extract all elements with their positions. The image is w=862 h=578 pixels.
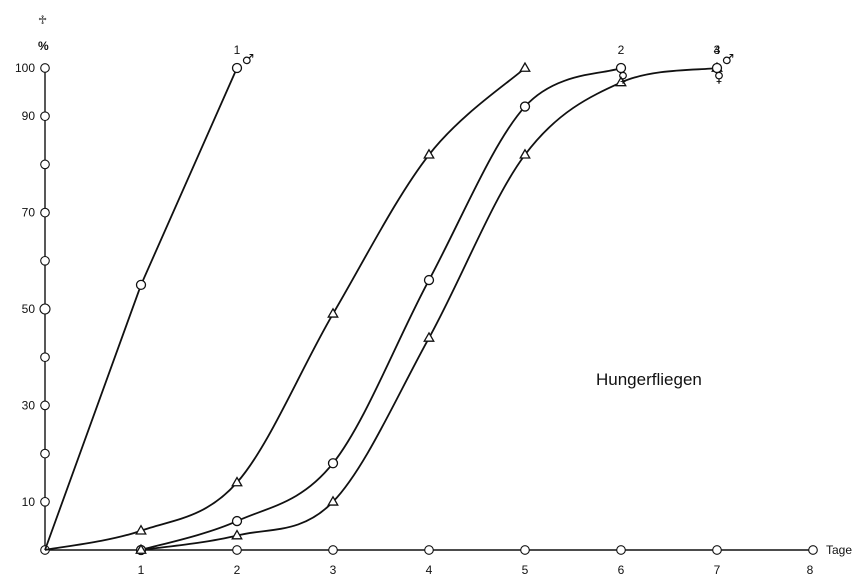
- y-tick-label: 30: [22, 398, 36, 412]
- x-tick-label: 4: [426, 563, 433, 577]
- circle-marker: [135, 279, 147, 291]
- data-markers: [135, 61, 723, 556]
- series-line: [44, 67, 238, 551]
- y-axis-marker: [40, 496, 50, 507]
- circle-marker: [519, 101, 531, 112]
- series-line: [44, 67, 526, 551]
- triangle-marker: [519, 148, 531, 159]
- circle-marker: [327, 458, 339, 469]
- y-tick-label: 10: [22, 495, 36, 509]
- x-tick-label: 1: [138, 563, 145, 577]
- y-axis-symbol: ♱: [38, 13, 47, 27]
- y-axis-marker: [40, 255, 50, 266]
- triangle-marker: [231, 529, 243, 540]
- male-symbol: ♂: [242, 52, 255, 68]
- y-axis-marker: [40, 352, 50, 363]
- y-axis-marker: [40, 207, 50, 218]
- curve-number-label: 4: [714, 43, 721, 57]
- triangle-marker: [327, 307, 339, 318]
- female-symbol: ♀: [714, 70, 724, 86]
- y-axis-label: %: [38, 39, 49, 53]
- series-lines: [44, 67, 718, 551]
- series-line: [140, 67, 718, 551]
- x-axis-marker: [424, 545, 434, 555]
- chart-annotation: Hungerfliegen: [596, 370, 702, 389]
- circle-marker: [711, 62, 723, 74]
- y-tick-label: 70: [22, 206, 36, 220]
- curve-number-label: 1: [234, 43, 241, 57]
- triangle-marker: [327, 495, 339, 506]
- triangle-marker: [615, 76, 627, 87]
- triangle-marker: [135, 524, 147, 535]
- x-axis-marker: [328, 545, 338, 555]
- curve-number-label: 2: [618, 43, 625, 57]
- axes: [39, 63, 818, 555]
- x-axis-marker: [808, 545, 818, 555]
- series-line: [140, 67, 622, 551]
- curve-number-label: 3: [714, 43, 721, 57]
- circle-marker: [423, 274, 435, 286]
- x-tick-label: 8: [807, 563, 814, 577]
- x-tick-label: 2: [234, 563, 241, 577]
- x-tick-label: 6: [618, 563, 625, 577]
- x-axis-marker: [232, 545, 242, 555]
- y-tick-label: 90: [22, 109, 36, 123]
- triangle-marker: [231, 476, 243, 487]
- female-symbol: ♀: [618, 70, 628, 86]
- triangle-marker: [135, 543, 147, 554]
- triangle-marker: [423, 331, 435, 342]
- x-axis-marker: [520, 545, 530, 555]
- x-tick-label: 3: [330, 563, 337, 577]
- x-tick-label: 7: [714, 563, 721, 577]
- x-tick-label: 5: [522, 563, 529, 577]
- x-axis-label: Tage: [826, 543, 852, 557]
- y-axis-marker: [40, 400, 50, 411]
- circle-marker: [231, 515, 243, 527]
- circle-marker: [615, 62, 627, 74]
- triangle-marker: [423, 148, 435, 159]
- circle-marker: [231, 62, 243, 74]
- y-axis-marker: [40, 63, 50, 73]
- y-axis-marker: [40, 111, 50, 122]
- male-symbol: ♂: [722, 52, 735, 68]
- y-axis-marker: [40, 159, 50, 170]
- y-tick-label: 100: [15, 61, 35, 75]
- x-axis-marker: [712, 545, 722, 555]
- x-axis-marker: [616, 545, 626, 555]
- triangle-marker: [519, 61, 531, 72]
- y-axis-marker: [39, 303, 51, 315]
- y-axis-marker: [40, 448, 50, 459]
- y-tick-label: 50: [22, 302, 36, 316]
